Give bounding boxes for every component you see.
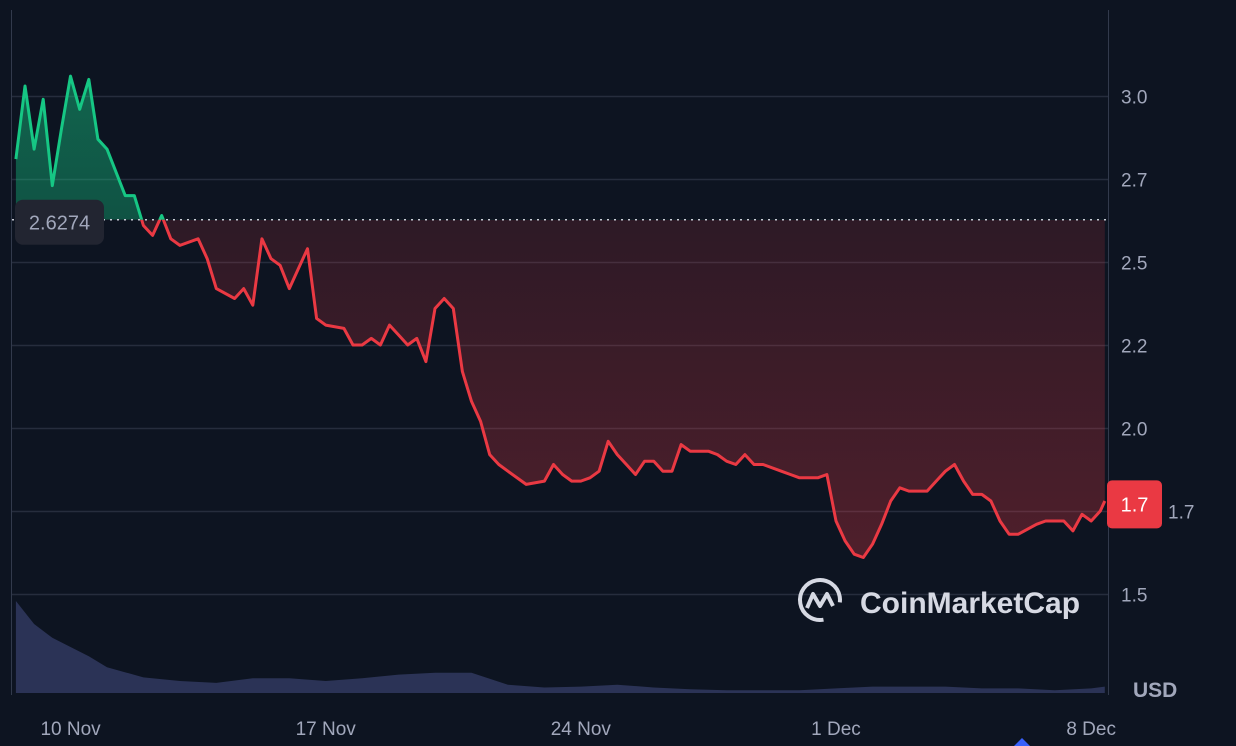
baseline-value: 2.6274 — [29, 213, 90, 235]
y-tick-label: 2.0 — [1121, 420, 1147, 441]
watermark-logo: CoinMarketCap — [798, 578, 1080, 622]
y-tick-label: 1.5 — [1121, 586, 1147, 607]
watermark-text: CoinMarketCap — [860, 587, 1080, 620]
y-tick-label: 1.7 — [1168, 503, 1194, 524]
baseline-label: 2.6274 — [15, 199, 104, 245]
price-line-down — [140, 219, 1107, 559]
y-tick-label: 2.7 — [1121, 171, 1147, 192]
y-tick-label: 3.0 — [1121, 88, 1147, 109]
range-handle-icon[interactable] — [1014, 738, 1030, 746]
x-tick-label: 10 Nov — [40, 719, 101, 740]
volume-area — [15, 601, 1105, 693]
x-tick-label: 24 Nov — [551, 719, 612, 740]
current-price-label: 1.7 — [1107, 480, 1162, 529]
x-tick-label: 1 Dec — [811, 719, 861, 740]
area-above-baseline — [15, 76, 1105, 220]
area-below-baseline — [141, 219, 1105, 558]
y-tick-label: 2.5 — [1121, 254, 1147, 275]
current-price-value: 1.7 — [1121, 494, 1149, 516]
x-tick-label: 8 Dec — [1066, 719, 1116, 740]
y-tick-label: 2.2 — [1121, 337, 1147, 358]
currency-label: USD — [1133, 679, 1177, 702]
x-tick-label: 17 Nov — [296, 719, 357, 740]
